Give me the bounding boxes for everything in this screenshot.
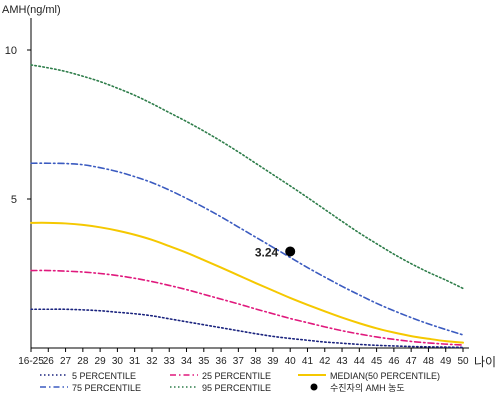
chart-legend: 5 PERCENTILE 25 PERCENTILE MEDIAN(50 PERCE… — [40, 371, 440, 393]
x-tick-label: 42 — [319, 356, 331, 367]
series-line-95-percentile — [30, 64, 464, 290]
legend-label: 5 PERCENTILE — [72, 371, 136, 381]
legend-label: MEDIAN(50 PERCENTILE) — [330, 371, 440, 381]
x-tick-label: 16-25 — [18, 356, 44, 367]
y-tick-label: 10 — [5, 45, 17, 57]
x-tick-label: 43 — [336, 356, 348, 367]
x-axis-title: 나이 — [474, 355, 496, 369]
legend-label: 수진자의 AMH 농도 — [330, 383, 405, 393]
x-tick-label: 47 — [406, 356, 418, 367]
chart-series-lines — [30, 64, 464, 349]
x-tick-label: 49 — [440, 356, 452, 367]
chart-marker-group: 3.24 — [255, 245, 296, 259]
series-line-25-percentile — [30, 269, 464, 346]
x-tick-label: 44 — [354, 356, 366, 367]
x-tick-label: 39 — [267, 356, 279, 367]
x-tick-label: 45 — [371, 356, 383, 367]
x-tick-label: 50 — [457, 356, 469, 367]
x-tick-label: 31 — [129, 356, 141, 367]
x-tick-label: 26 — [43, 356, 55, 367]
x-tick-label: 36 — [216, 356, 228, 367]
x-tick-label: 32 — [146, 356, 158, 367]
legend-label: 75 PERCENTILE — [72, 383, 141, 393]
series-line-median-50-percentile — [30, 221, 464, 344]
y-tick-label: 5 — [11, 194, 17, 206]
x-tick-label: 34 — [181, 356, 193, 367]
x-tick-label: 35 — [198, 356, 210, 367]
x-tick-label: 37 — [233, 356, 245, 367]
x-tick-label: 33 — [164, 356, 176, 367]
y-axis-title: AMH(ng/ml) — [2, 4, 61, 16]
x-tick-label: 30 — [112, 356, 124, 367]
x-tick-label: 28 — [77, 356, 89, 367]
x-tick-label: 41 — [302, 356, 314, 367]
x-tick-label: 40 — [285, 356, 297, 367]
x-tick-label: 38 — [250, 356, 262, 367]
x-tick-label: 27 — [60, 356, 72, 367]
legend-label: 95 PERCENTILE — [202, 383, 271, 393]
series-line-5-percentile — [30, 308, 464, 349]
x-tick-label: 29 — [95, 356, 107, 367]
x-tick-label: 48 — [423, 356, 435, 367]
legend-label: 25 PERCENTILE — [202, 371, 271, 381]
patient-amh-marker — [285, 246, 296, 257]
legend-marker-swatch — [310, 383, 318, 391]
series-line-75-percentile — [30, 162, 464, 336]
x-tick-label: 46 — [388, 356, 400, 367]
patient-amh-value-label: 3.24 — [255, 245, 279, 259]
